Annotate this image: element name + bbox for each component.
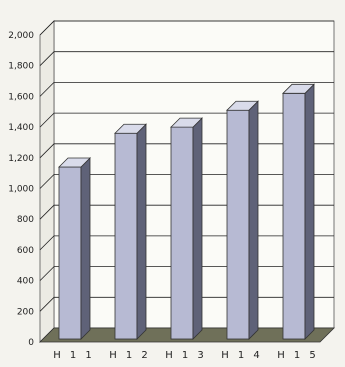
x-tick-label-H12: H 1 2 — [109, 350, 151, 361]
bar-front-H13 — [170, 126, 194, 340]
x-tick-label-H13: H 1 3 — [165, 350, 207, 361]
bar-H11 — [58, 157, 91, 340]
y-tick-label-8: 1,600 — [8, 92, 34, 102]
bar-top-H12 — [114, 123, 147, 134]
bar-front-H14 — [226, 109, 250, 340]
y-tick-label-7: 1,400 — [8, 123, 34, 133]
bar-side-H15 — [304, 83, 315, 340]
bar-top-H13 — [170, 117, 203, 128]
gridline-8 — [39, 82, 334, 97]
y-tick-label-10: 2,000 — [8, 31, 34, 41]
bar-H12 — [114, 123, 147, 340]
bar-front-H11 — [58, 166, 82, 340]
bar-side-H13 — [192, 117, 203, 340]
bar-front-H15 — [282, 92, 306, 340]
x-axis-ticks: H 1 1 H 1 2 H 1 3 H 1 4 H 1 5 — [53, 350, 319, 361]
y-tick-label-4: 800 — [17, 215, 34, 225]
y-tick-label-6: 1,200 — [8, 154, 34, 164]
bar-side-H12 — [136, 123, 147, 340]
x-tick-label-H11: H 1 1 — [53, 350, 95, 361]
y-tick-label-9: 1,800 — [8, 62, 34, 72]
bar-top-H11 — [58, 157, 91, 168]
y-tick-label-3: 600 — [17, 246, 34, 256]
bar-front-H12 — [114, 132, 138, 340]
x-tick-label-H15: H 1 5 — [277, 350, 319, 361]
bars — [58, 83, 315, 340]
y-tick-label-1: 200 — [17, 307, 34, 317]
y-tick-label-0: 0 — [28, 338, 34, 348]
bar-H14 — [226, 100, 259, 340]
y-axis-ticks: 0 200 400 600 800 1,000 1,200 1,400 1,600 1,800 2,… — [8, 31, 34, 348]
y-tick-label-2: 400 — [17, 277, 34, 287]
y-tick-label-5: 1,000 — [8, 185, 34, 195]
bar-H15 — [282, 83, 315, 340]
gridline-10 — [39, 20, 334, 36]
gridline-9 — [39, 51, 334, 66]
x-tick-label-H14: H 1 4 — [221, 350, 263, 361]
bar-side-H14 — [248, 100, 259, 340]
bar-side-H11 — [80, 157, 91, 340]
bar-top-H15 — [282, 83, 315, 94]
bar-top-H14 — [226, 100, 259, 111]
bar-H13 — [170, 117, 203, 340]
